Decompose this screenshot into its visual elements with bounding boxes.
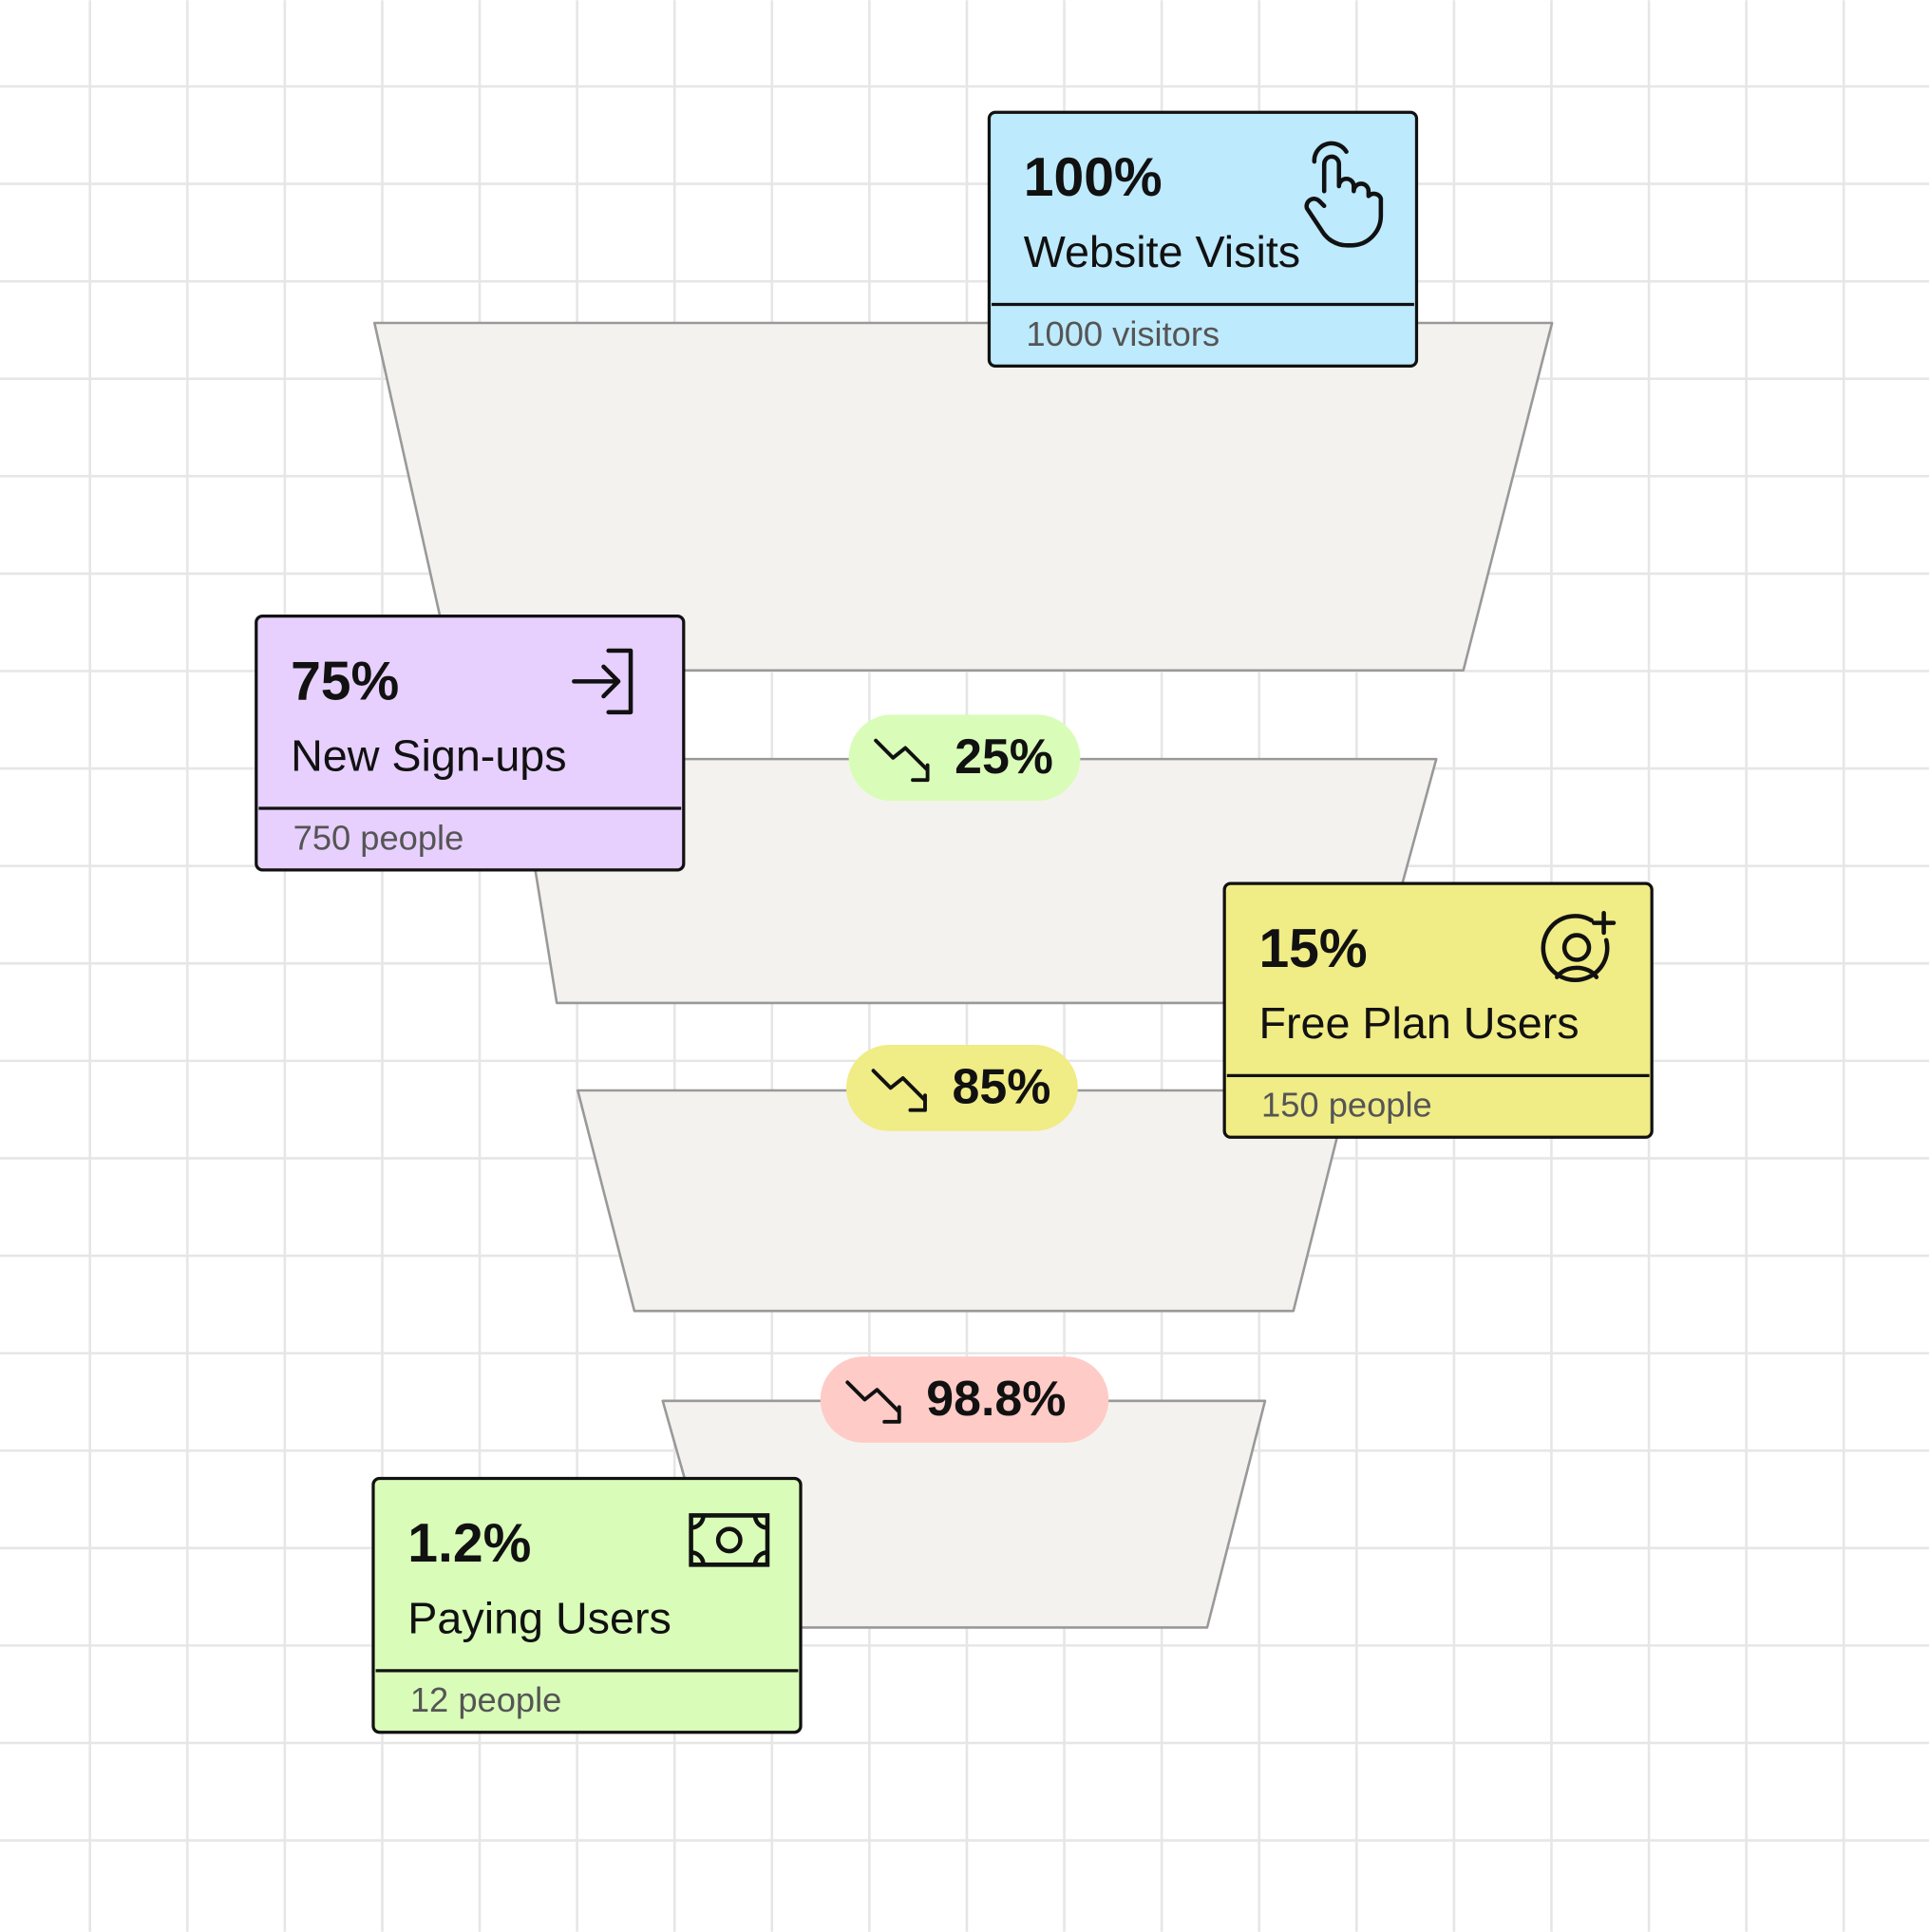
stage-label: Website Visits	[1024, 227, 1300, 276]
drop-percent: 98.8%	[926, 1371, 1066, 1426]
drop-pill: 25%	[848, 714, 1081, 802]
stage-count: 1000 visitors	[1026, 314, 1220, 353]
signin-icon	[572, 648, 634, 715]
funnel-segment	[576, 1089, 1351, 1313]
stage-label: Paying Users	[407, 1593, 671, 1642]
stage-label: Free Plan Users	[1258, 998, 1579, 1048]
stage-label: New Sign-ups	[291, 730, 567, 780]
pill-bg	[845, 1045, 1078, 1131]
card-bg	[371, 1476, 803, 1734]
stage-percent: 75%	[291, 651, 399, 711]
stage-percent: 100%	[1024, 147, 1163, 208]
trend-down-icon	[845, 1380, 901, 1424]
trend-down-icon	[874, 738, 930, 783]
stage-card: 100% Website Visits 1000 visitors	[987, 110, 1419, 369]
pointer-icon	[1304, 141, 1384, 248]
money-icon	[689, 1513, 770, 1567]
stage-count: 750 people	[293, 818, 464, 857]
trend-down-icon	[871, 1069, 927, 1112]
drop-pill: 85%	[845, 1045, 1078, 1131]
stage-count: 12 people	[410, 1680, 561, 1719]
pill-bg	[848, 714, 1081, 802]
stage-count: 150 people	[1261, 1086, 1432, 1125]
stage-percent: 1.2%	[407, 1513, 531, 1574]
stage-card: 1.2% Paying Users 12 people	[371, 1476, 803, 1734]
stage-card: 15% Free Plan Users 150 people	[1222, 881, 1654, 1139]
stage-percent: 15%	[1258, 919, 1367, 979]
user-add-icon	[1541, 910, 1617, 983]
card-bg	[987, 110, 1419, 369]
drop-percent: 85%	[953, 1059, 1051, 1114]
drop-pill: 98.8%	[820, 1356, 1109, 1443]
stage-card: 75% New Sign-ups 750 people	[255, 615, 686, 872]
drop-percent: 25%	[955, 729, 1053, 784]
